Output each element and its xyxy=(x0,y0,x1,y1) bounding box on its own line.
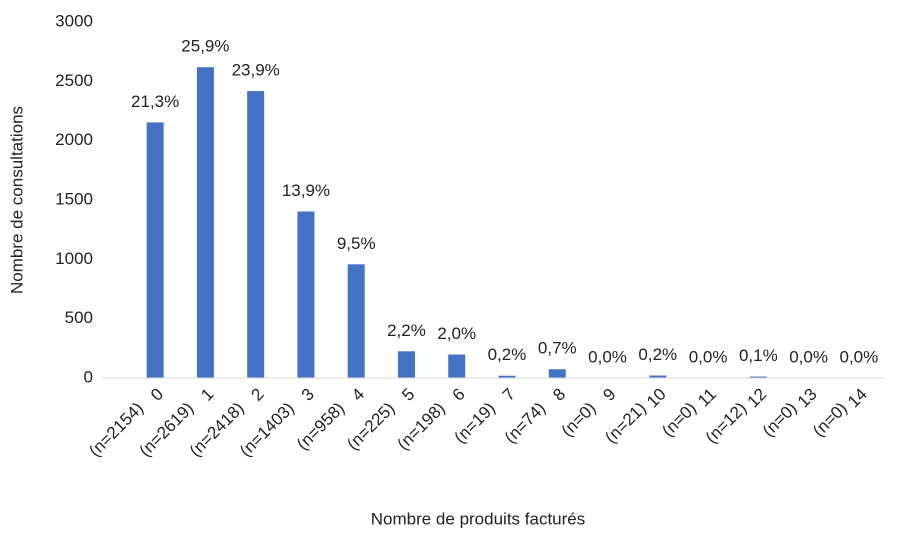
n-label: (n=198) xyxy=(394,399,449,454)
n-label: (n=2154) xyxy=(85,399,147,461)
x-tick-label: 2 xyxy=(248,385,268,405)
bar xyxy=(498,375,516,378)
bar xyxy=(247,91,265,379)
x-tick-label: 11 xyxy=(694,385,720,411)
percent-label: 21,3% xyxy=(131,92,179,111)
bar xyxy=(548,369,566,378)
x-tick-label: 3 xyxy=(298,385,318,405)
percent-label: 0,1% xyxy=(739,346,778,365)
percent-label: 0,0% xyxy=(588,347,627,366)
x-tick-label: 0 xyxy=(147,385,167,405)
percent-label: 0,0% xyxy=(839,347,878,366)
bar xyxy=(749,376,767,378)
percent-label: 2,2% xyxy=(387,321,426,340)
x-tick-label: 7 xyxy=(499,385,519,405)
x-tick-label: 1 xyxy=(197,385,217,405)
y-tick-label: 2500 xyxy=(55,71,93,90)
n-label: (n=0) xyxy=(558,399,600,441)
n-label: (n=225) xyxy=(343,399,398,454)
x-tick-label: 5 xyxy=(398,385,418,405)
bar xyxy=(196,67,214,378)
percent-label: 2,0% xyxy=(437,324,476,343)
n-label: (n=1403) xyxy=(236,399,298,461)
n-label: (n=0) xyxy=(658,399,700,441)
y-tick-label: 3000 xyxy=(55,11,93,30)
percent-label: 0,7% xyxy=(538,339,577,358)
x-tick-label: 12 xyxy=(744,385,771,412)
bar xyxy=(347,264,365,378)
n-label: (n=0) xyxy=(809,399,851,441)
x-tick-label: 6 xyxy=(449,385,469,405)
x-tick-label: 10 xyxy=(643,385,670,412)
percent-label: 25,9% xyxy=(181,37,229,56)
y-tick-label: 1000 xyxy=(55,249,93,268)
n-label: (n=958) xyxy=(293,399,348,454)
n-label: (n=21) xyxy=(601,399,650,448)
x-tick-label: 13 xyxy=(794,385,821,412)
y-tick-label: 1500 xyxy=(55,189,93,208)
y-axis-title: Nombre de consultations xyxy=(7,106,26,294)
n-label: (n=74) xyxy=(501,399,550,448)
n-label: (n=19) xyxy=(450,399,499,448)
x-tick-label: 8 xyxy=(549,385,569,405)
x-tick-label: 14 xyxy=(844,385,871,412)
percent-label: 23,9% xyxy=(232,61,280,80)
bar xyxy=(649,375,667,378)
y-tick-label: 500 xyxy=(65,308,93,327)
x-axis-title: Nombre de produits facturés xyxy=(371,509,586,528)
bar xyxy=(297,211,315,378)
bar xyxy=(146,122,164,378)
percent-label: 13,9% xyxy=(282,181,330,200)
percent-label: 0,2% xyxy=(488,345,527,364)
bar xyxy=(397,351,415,378)
n-label: (n=2418) xyxy=(186,399,248,461)
bar xyxy=(448,354,466,378)
x-tick-label: 9 xyxy=(599,385,619,405)
n-label: (n=0) xyxy=(759,399,801,441)
percent-label: 9,5% xyxy=(337,234,376,253)
percent-label: 0,2% xyxy=(638,345,677,364)
x-tick-label: 4 xyxy=(348,385,368,405)
y-tick-label: 2000 xyxy=(55,130,93,149)
y-tick-label: 0 xyxy=(84,367,93,386)
percent-label: 0,0% xyxy=(789,347,828,366)
percent-label: 0,0% xyxy=(689,347,728,366)
n-label: (n=2619) xyxy=(136,399,198,461)
